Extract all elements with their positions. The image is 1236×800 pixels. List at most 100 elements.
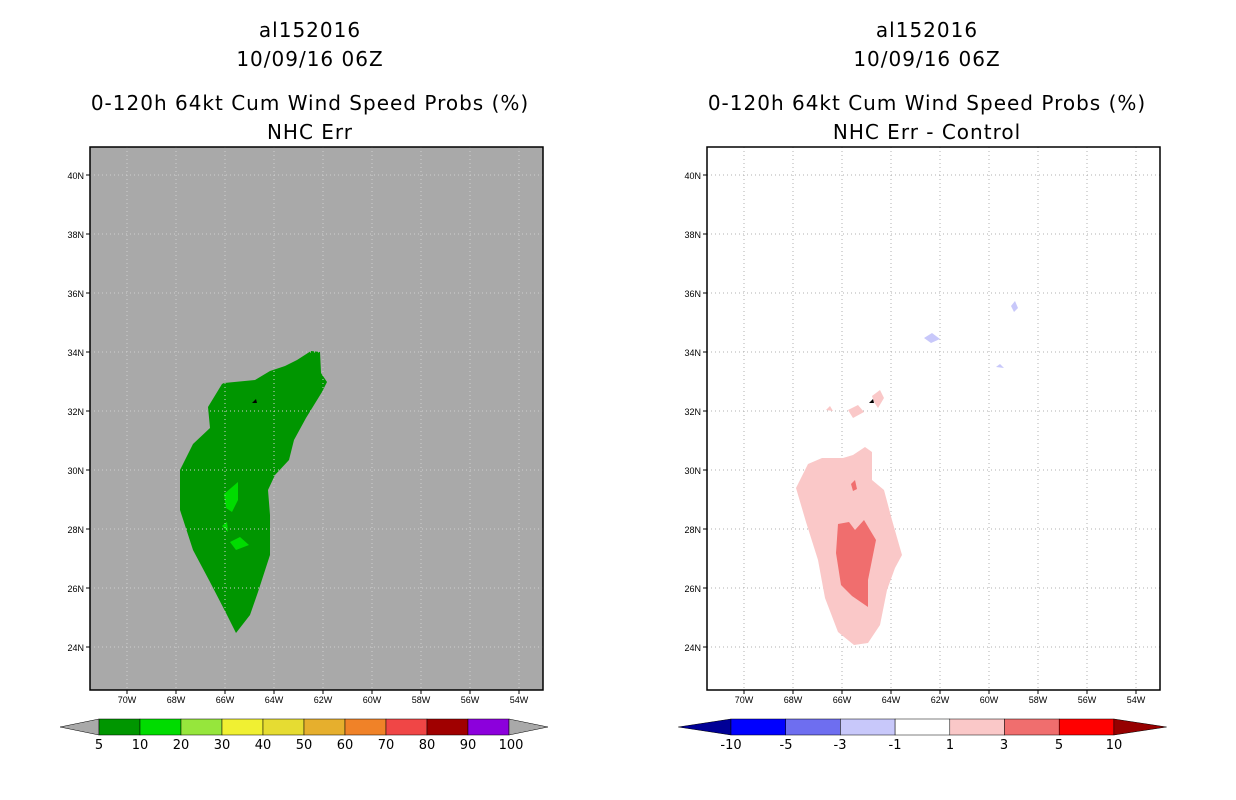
colorbar-segment: [344, 718, 387, 736]
left-probability-area-5-10: [180, 351, 327, 633]
right-lon-label: 60W: [980, 695, 999, 705]
left-gridlines: [86, 147, 543, 694]
right-colorbar-label: -3: [834, 738, 847, 753]
right-diff-area-1-3-b: [848, 405, 864, 418]
right-colorbar-label: 10: [1106, 738, 1123, 753]
colorbar-arrow-high: [508, 718, 549, 736]
left-probability-area-10-20-b: [230, 537, 249, 550]
left-colorbar-label: 70: [378, 738, 395, 753]
left-colorbar-label: 50: [296, 738, 313, 753]
colorbar-segment: [221, 718, 264, 736]
left-colorbar-label: 100: [499, 738, 524, 753]
left-colorbar-label: 5: [95, 738, 103, 753]
colorbar-segment: [385, 718, 428, 736]
right-lon-label: 54W: [1127, 695, 1146, 705]
left-lon-label: 66W: [216, 695, 235, 705]
right-diff-area-1-3-c: [826, 406, 833, 411]
left-lat-label: 32N: [67, 407, 84, 417]
left-colorbar-label: 20: [173, 738, 190, 753]
left-probability-area-10-20: [224, 482, 238, 512]
colorbar-segment: [467, 718, 510, 736]
right-lat-axis: 40N 38N 36N 34N 32N 30N 28N 26N 24N: [684, 171, 701, 653]
left-storm-marker: [252, 399, 257, 403]
left-storm-id: al152016: [258, 18, 362, 42]
colorbar-segment: [894, 718, 951, 736]
colorbar-arrow-low: [59, 718, 100, 736]
colorbar-segment: [730, 718, 786, 736]
left-lon-label: 64W: [265, 695, 284, 705]
left-map-background: [90, 147, 543, 690]
right-lon-axis: 70W 68W 66W 64W 62W 60W 58W 56W 54W: [735, 695, 1146, 705]
left-colorbar-label: 40: [255, 738, 272, 753]
left-colorbar-label: 30: [214, 738, 231, 753]
colorbar-segment: [262, 718, 305, 736]
right-lon-label: 56W: [1078, 695, 1097, 705]
colorbar-arrow-low: [678, 718, 732, 736]
left-lon-label: 62W: [314, 695, 333, 705]
left-lat-label: 26N: [67, 584, 84, 594]
right-diff-area-3-5: [836, 520, 876, 607]
right-product-title: 0-120h 64kt Cum Wind Speed Probs (%): [707, 91, 1147, 115]
left-lon-label: 58W: [412, 695, 431, 705]
right-lat-label: 24N: [684, 643, 701, 653]
right-datetime: 10/09/16 06Z: [853, 47, 1001, 71]
right-colorbar-label: -1: [889, 738, 902, 753]
left-map: [86, 146, 544, 694]
left-lon-label: 70W: [118, 695, 137, 705]
right-colorbar-label: 1: [946, 738, 954, 753]
left-lat-label: 38N: [67, 230, 84, 240]
colorbar-segment: [1058, 718, 1115, 736]
colorbar-segment: [1004, 718, 1060, 736]
right-storm-id: al152016: [875, 18, 979, 42]
left-colorbar-label: 90: [460, 738, 477, 753]
colorbar-segment: [949, 718, 1005, 736]
right-colorbar: [678, 718, 1167, 736]
right-map-background: [707, 147, 1160, 690]
right-map: [703, 146, 1161, 694]
right-diff-area-1-3-d: [872, 390, 884, 408]
left-lat-axis: 40N 38N 36N 34N 32N 30N 28N 26N 24N: [67, 171, 84, 653]
left-lat-label: 34N: [67, 348, 84, 358]
left-lon-axis: 70W 68W 66W 64W 62W 60W 58W 56W 54W: [118, 695, 529, 705]
colorbar-segment: [139, 718, 182, 736]
left-colorbar: [59, 718, 549, 736]
left-lon-label: 60W: [363, 695, 382, 705]
colorbar-segment: [426, 718, 469, 736]
left-product-title: 0-120h 64kt Cum Wind Speed Probs (%): [90, 91, 530, 115]
right-lon-label: 66W: [833, 695, 852, 705]
right-storm-marker: [869, 399, 874, 403]
left-colorbar-label: 10: [132, 738, 149, 753]
left-lat-label: 36N: [67, 289, 84, 299]
left-lat-label: 24N: [67, 643, 84, 653]
right-lon-label: 58W: [1029, 695, 1048, 705]
right-lon-label: 70W: [735, 695, 754, 705]
right-diff-area-neg-b: [1011, 301, 1018, 312]
left-lon-label: 56W: [461, 695, 480, 705]
right-diff-area-neg: [924, 333, 940, 343]
colorbar-arrow-high: [1113, 718, 1167, 736]
right-lat-label: 38N: [684, 230, 701, 240]
left-lat-label: 40N: [67, 171, 84, 181]
right-lon-label: 62W: [931, 695, 950, 705]
colorbar-segment: [98, 718, 141, 736]
right-lon-label: 68W: [784, 695, 803, 705]
right-lat-label: 28N: [684, 525, 701, 535]
colorbar-segment: [785, 718, 841, 736]
right-lon-label: 64W: [882, 695, 901, 705]
right-map-frame: [706, 146, 1161, 691]
right-lat-label: 32N: [684, 407, 701, 417]
right-lat-label: 36N: [684, 289, 701, 299]
right-lat-label: 26N: [684, 584, 701, 594]
left-lat-label: 30N: [67, 466, 84, 476]
left-lat-label: 28N: [67, 525, 84, 535]
left-lon-label: 68W: [167, 695, 186, 705]
right-subtitle: NHC Err - Control: [832, 120, 1022, 144]
right-lat-label: 40N: [684, 171, 701, 181]
left-colorbar-label: 60: [337, 738, 354, 753]
right-diff-area-3-5-b: [851, 480, 857, 491]
right-lat-label: 30N: [684, 466, 701, 476]
left-lon-label: 54W: [510, 695, 529, 705]
right-diff-area-neg-c: [996, 364, 1004, 368]
left-datetime: 10/09/16 06Z: [236, 47, 384, 71]
